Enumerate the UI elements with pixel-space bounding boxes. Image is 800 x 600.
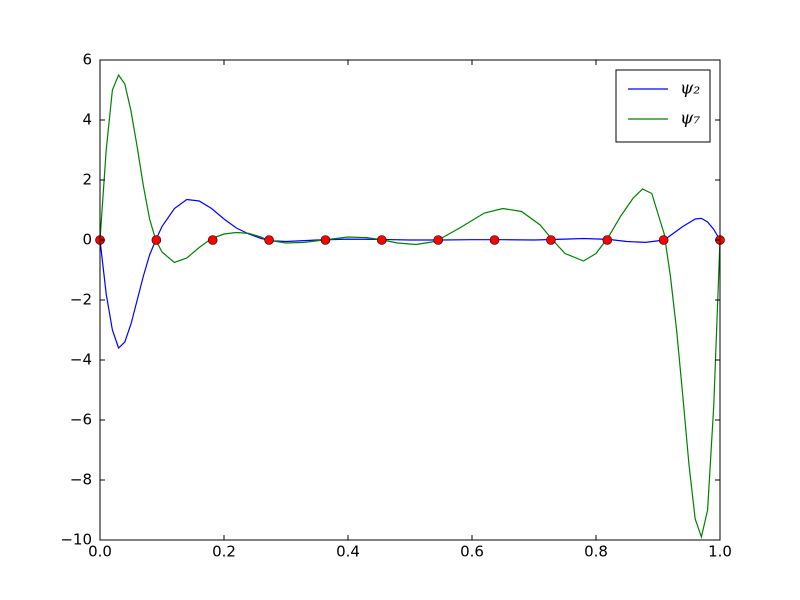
point [207,235,218,245]
x-tick-label: 0.0 [88,543,112,561]
y-tick-label: −2 [70,291,92,309]
legend-box [615,69,711,143]
legend-label: ψ₂ [680,79,700,99]
point [151,235,162,245]
point [376,235,387,245]
point [264,235,274,245]
point [546,235,556,245]
series-line [100,198,720,350]
y-tick-label: −8 [70,471,92,489]
y-tick-label: −4 [70,351,92,369]
y-tick-label: −6 [70,411,92,429]
x-tick-label: 0.8 [584,543,608,561]
y-tick-label: 6 [82,51,92,69]
point [320,235,331,245]
x-tick-label: 0.6 [460,543,484,561]
point [658,235,669,245]
y-tick-label: 4 [82,111,92,129]
x-tick-label: 0.2 [212,543,236,561]
y-tick-label: −10 [60,531,92,549]
x-tick-label: 1.0 [708,543,732,561]
point [489,235,500,245]
legend-label: ψ₇ [680,109,700,129]
point [433,235,444,245]
point [602,235,613,245]
y-tick-label: 0 [82,231,92,249]
y-tick-label: 2 [82,171,92,189]
x-tick-label: 0.4 [336,543,360,561]
